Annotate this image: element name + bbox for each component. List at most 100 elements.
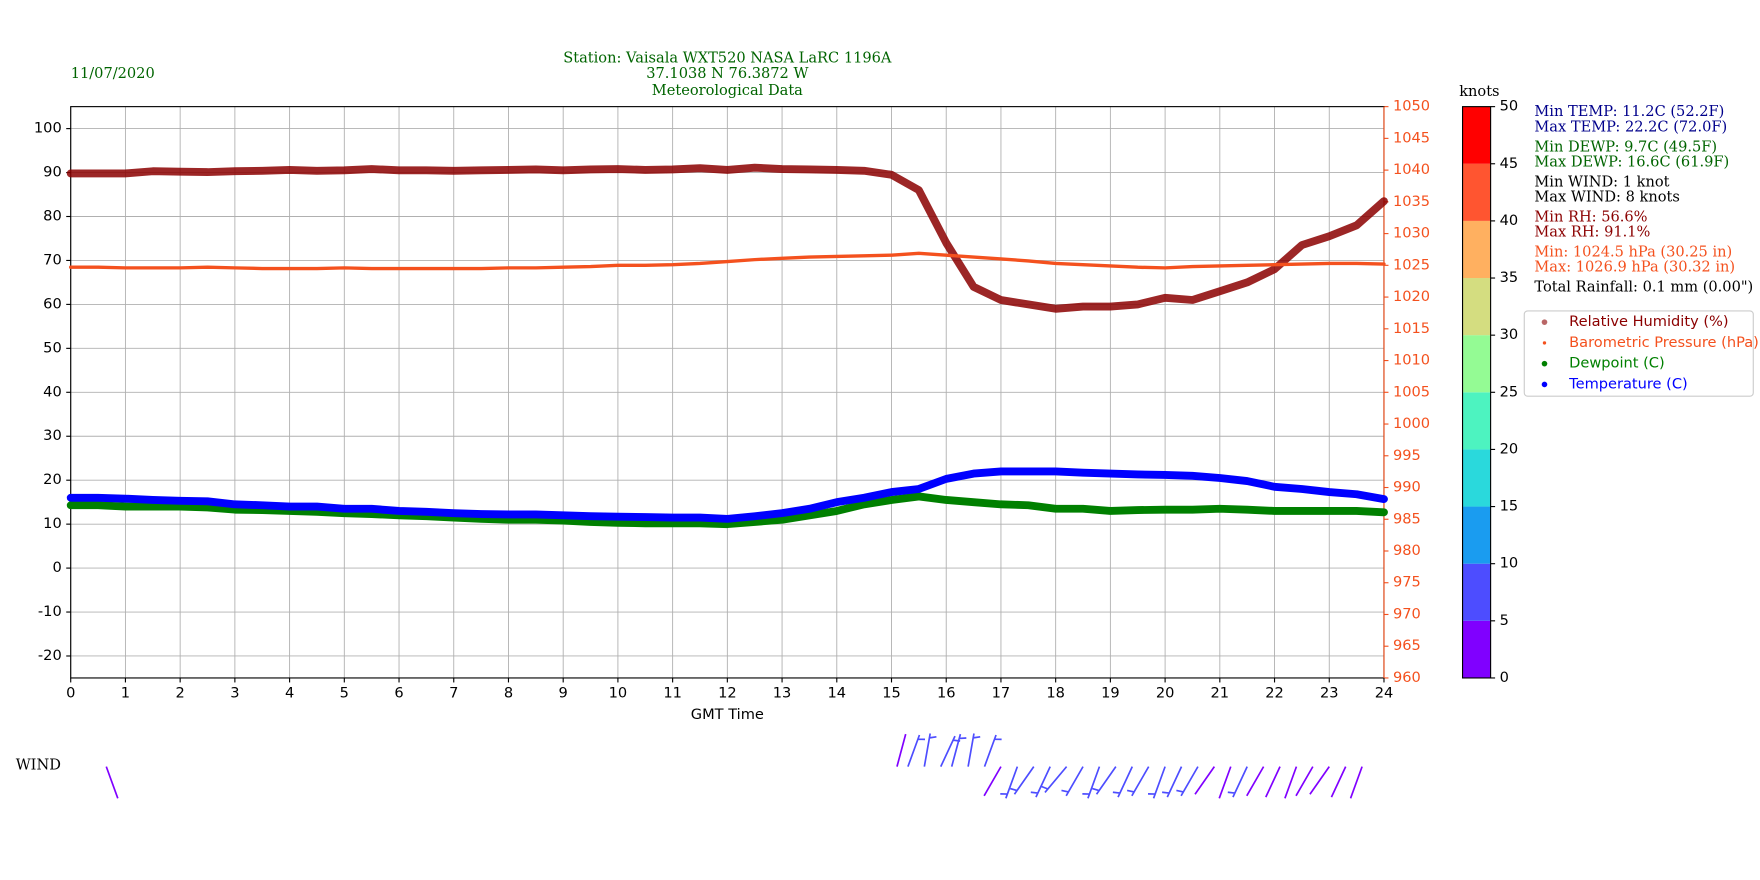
x-tick-label: 15	[882, 685, 901, 702]
wind-barb	[923, 733, 937, 767]
stat-text: Min DEWP: 9.7C (49.5F)	[1534, 138, 1717, 155]
wind-barb	[950, 733, 967, 767]
y2-tick-label: 980	[1393, 542, 1421, 559]
legend-marker	[1541, 319, 1548, 325]
x-tick-label: 4	[285, 685, 294, 702]
wind-barb	[967, 733, 981, 767]
y2-tick-label: 965	[1393, 637, 1421, 654]
x-tick-label: 3	[230, 685, 239, 702]
stat-text: Max: 1026.9 hPa (30.32 in)	[1534, 259, 1735, 276]
y2-tick-label: 970	[1393, 605, 1421, 622]
colorbar-segment	[1462, 392, 1491, 450]
x-tick-label: 2	[176, 685, 185, 702]
x-tick-label: 20	[1156, 685, 1175, 702]
colorbar-tick-label: 25	[1500, 383, 1519, 400]
x-axis-label: GMT Time	[691, 706, 764, 723]
wind-barb	[1061, 766, 1084, 797]
stat-text: Max DEWP: 16.6C (61.9F)	[1534, 154, 1729, 171]
x-tick-label: 16	[937, 685, 956, 702]
series-line	[66, 467, 1388, 523]
wind-label: WIND	[16, 757, 61, 774]
colorbar-segment	[1462, 106, 1491, 164]
x-tick-label: 6	[394, 685, 403, 702]
wind-barb	[1030, 766, 1051, 798]
series-line	[66, 492, 1388, 529]
x-tick-label: 0	[66, 685, 75, 702]
wind-barb	[1330, 766, 1347, 798]
stat-text: Min RH: 56.6%	[1534, 208, 1647, 225]
colorbar-tick-label: 30	[1500, 326, 1519, 343]
wind-barb	[1194, 766, 1216, 795]
colorbar-tick-label: 15	[1500, 498, 1519, 515]
wind-barb	[1218, 766, 1232, 799]
colorbar-tick-label: 20	[1500, 440, 1519, 457]
title: 37.1038 N 76.3872 W	[646, 65, 808, 82]
x-tick-label: 11	[663, 685, 682, 702]
y2-tick-label: 1035	[1393, 193, 1430, 210]
colorbar-segment	[1462, 449, 1491, 507]
y-tick-label: -10	[38, 603, 62, 620]
title: Station: Vaisala WXT520 NASA LaRC 1196A	[563, 49, 892, 66]
wind-barb	[1009, 766, 1035, 795]
wind-barb	[105, 766, 119, 799]
wind-barb	[983, 766, 1002, 797]
colorbar-tick-label: 40	[1500, 212, 1519, 229]
y-tick-label: 80	[43, 208, 62, 225]
y-tick-label: 70	[43, 251, 62, 268]
colorbar-tick-label: 45	[1500, 155, 1519, 172]
wind-barb	[1040, 766, 1068, 793]
x-tick-label: 19	[1101, 685, 1120, 702]
wind-barb	[1082, 766, 1101, 799]
wind-barb	[1112, 766, 1134, 798]
legend-marker	[1542, 341, 1547, 345]
y-tick-label: 10	[43, 515, 62, 532]
series-line	[66, 163, 1388, 313]
colorbar-tick-label: 10	[1500, 555, 1519, 572]
wind-barb	[1265, 766, 1281, 798]
y-tick-label: 20	[43, 471, 62, 488]
stat-text: Max TEMP: 22.2C (72.0F)	[1534, 119, 1727, 136]
colorbar-segment	[1462, 506, 1491, 564]
wind-barb	[1284, 766, 1298, 799]
colorbar-label: knots	[1459, 83, 1499, 100]
wind-barb	[1092, 766, 1117, 795]
x-tick-label: 5	[340, 685, 349, 702]
colorbar-segment	[1462, 335, 1491, 393]
legend-marker	[1541, 381, 1548, 388]
colorbar-segment	[1462, 620, 1491, 678]
legend-label: Relative Humidity (%)	[1569, 313, 1728, 330]
wind-barb	[1295, 766, 1314, 797]
wind-barb	[1309, 766, 1330, 795]
y2-tick-label: 1005	[1393, 383, 1430, 400]
y2-tick-label: 1045	[1393, 129, 1430, 146]
wind-barb	[1000, 766, 1019, 799]
y2-tick-label: 1030	[1393, 225, 1430, 242]
wind-barb	[1227, 766, 1248, 798]
stat-text: Max RH: 91.1%	[1534, 224, 1650, 241]
y-tick-label: -20	[38, 647, 62, 664]
wind-barb	[1176, 766, 1199, 797]
legend-marker	[1541, 360, 1548, 367]
x-tick-label: 21	[1211, 685, 1230, 702]
y2-tick-label: 1000	[1393, 415, 1430, 432]
wind-barb	[1349, 766, 1363, 799]
y2-tick-label: 1010	[1393, 352, 1430, 369]
legend-box	[1523, 310, 1754, 397]
y-tick-label: 0	[52, 559, 61, 576]
x-tick-label: 7	[449, 685, 458, 702]
x-tick-label: 14	[828, 685, 847, 702]
x-tick-label: 24	[1375, 685, 1394, 702]
y2-tick-label: 960	[1393, 669, 1421, 686]
y-tick-label: 40	[43, 383, 62, 400]
wind-barb	[896, 733, 907, 767]
colorbar-segment	[1462, 220, 1491, 279]
y2-tick-label: 1020	[1393, 288, 1430, 305]
y2-tick-label: 990	[1393, 479, 1421, 496]
colorbar-segment	[1462, 563, 1491, 621]
x-tick-label: 10	[609, 685, 628, 702]
y-tick-label: 90	[43, 164, 62, 181]
y-tick-label: 50	[43, 339, 62, 356]
wind-barb	[1126, 766, 1150, 797]
